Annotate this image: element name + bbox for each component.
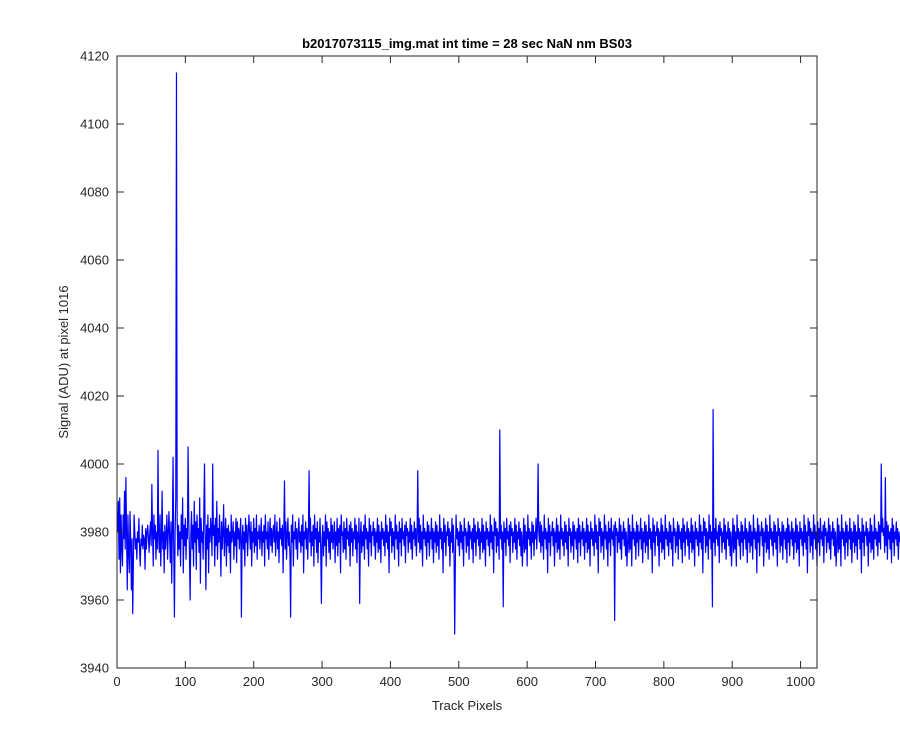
- x-tick-label: 700: [585, 674, 607, 689]
- x-tick-label: 600: [516, 674, 538, 689]
- y-axis-title: Signal (ADU) at pixel 1016: [56, 285, 71, 438]
- y-tick-label: 3960: [80, 593, 109, 608]
- y-tick-label: 3980: [80, 525, 109, 540]
- y-tick-label: 4020: [80, 389, 109, 404]
- y-tick-label: 4080: [80, 185, 109, 200]
- x-tick-label: 300: [311, 674, 333, 689]
- x-tick-label: 0: [113, 674, 120, 689]
- y-tick-label: 4000: [80, 457, 109, 472]
- y-tick-label: 4060: [80, 253, 109, 268]
- axes-box: [116, 55, 818, 669]
- x-tick-label: 900: [721, 674, 743, 689]
- x-tick-label: 800: [653, 674, 675, 689]
- chart-title: b2017073115_img.mat int time = 28 sec Na…: [302, 36, 632, 51]
- series-layer: [117, 72, 900, 635]
- x-axis-title: Track Pixels: [432, 698, 503, 713]
- plot-area: [117, 56, 817, 668]
- x-tick-label: 400: [380, 674, 402, 689]
- series-line-1: [117, 72, 900, 635]
- y-tick-label: 4040: [80, 321, 109, 336]
- ticks-layer: 0 100 200 300 400 500 600 700 800 900 1000 3940 3960…: [80, 49, 817, 689]
- x-tick-label: 100: [175, 674, 197, 689]
- x-tick-label: 1000: [786, 674, 815, 689]
- x-tick-label: 500: [448, 674, 470, 689]
- y-tick-label: 3940: [80, 661, 109, 676]
- y-tick-label: 4100: [80, 117, 109, 132]
- x-tick-label: 200: [243, 674, 265, 689]
- y-tick-label: 4120: [80, 49, 109, 64]
